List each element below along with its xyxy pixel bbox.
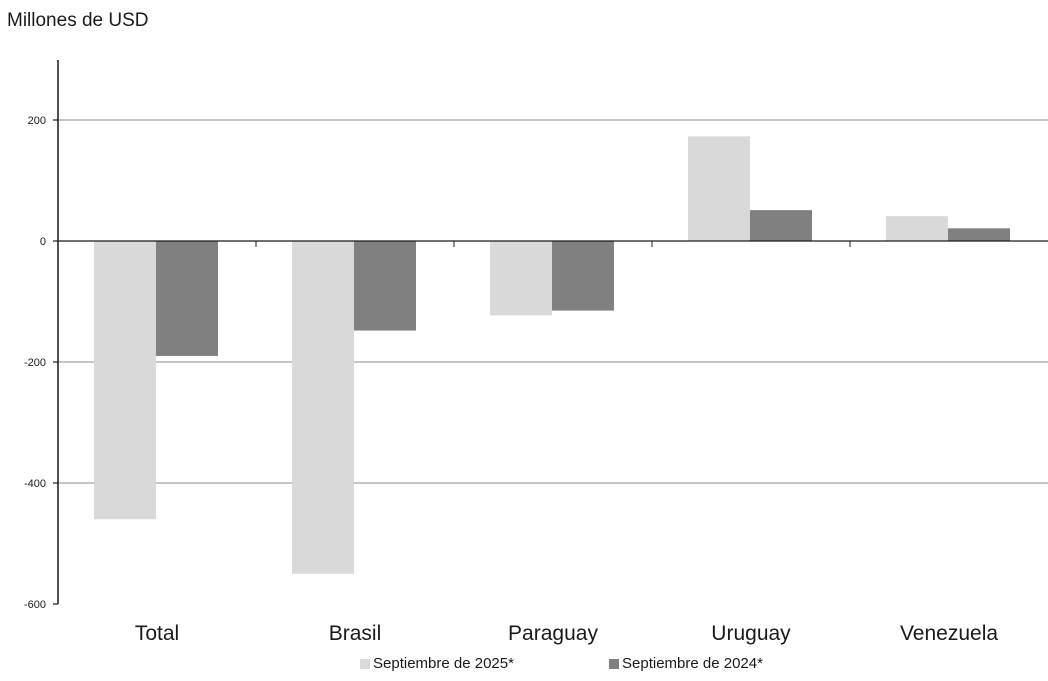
x-label-venezuela: Venezuela [900, 622, 998, 645]
bar-total-series-1 [94, 241, 156, 520]
grid-lines [58, 119, 1048, 484]
bar-total-series-2 [156, 241, 218, 356]
y-tick-label-0: 200 [28, 115, 46, 127]
x-label-total: Total [135, 622, 179, 645]
legend-item-series-2: Septiembre de 2024* [609, 655, 763, 672]
y-axis-unit-label: Millones de USD [7, 10, 149, 31]
x-label-uruguay: Uruguay [711, 622, 791, 645]
y-tick-label-2: -200 [24, 357, 46, 369]
legend-label-series-2: Septiembre de 2024* [622, 655, 763, 672]
x-label-brasil: Brasil [329, 622, 382, 645]
legend-label-series-1: Septiembre de 2025* [373, 655, 514, 672]
x-label-paraguay: Paraguay [508, 622, 598, 645]
legend-swatch-series-2 [609, 658, 619, 669]
x-category-labels: Total Brasil Paraguay Uruguay Venezuela [135, 622, 999, 645]
bar-uruguay-series-1 [688, 136, 750, 241]
bar-venezuela-series-2 [948, 228, 1010, 241]
y-tick-labels: 200 0 -200 -400 -600 [24, 115, 46, 611]
y-tick-label-4: -600 [24, 599, 46, 611]
y-tick-label-3: -400 [24, 478, 46, 490]
axes [53, 60, 1048, 605]
legend: Septiembre de 2025* Septiembre de 2024* [0, 655, 1048, 677]
bar-brasil-series-1 [292, 241, 354, 574]
bar-brasil-series-2 [354, 241, 416, 331]
bar-paraguay-series-1 [490, 241, 552, 316]
legend-item-series-1: Septiembre de 2025* [360, 655, 514, 672]
bar-paraguay-series-2 [552, 241, 614, 311]
y-tick-label-1: 0 [40, 236, 46, 248]
legend-swatch-series-1 [360, 658, 370, 669]
bar-venezuela-series-1 [886, 216, 948, 241]
bars [94, 136, 1010, 574]
bar-chart: 200 0 -200 -400 -600 Total Brasil Paraguay Urug… [24, 60, 1048, 645]
bar-uruguay-series-2 [750, 210, 812, 241]
